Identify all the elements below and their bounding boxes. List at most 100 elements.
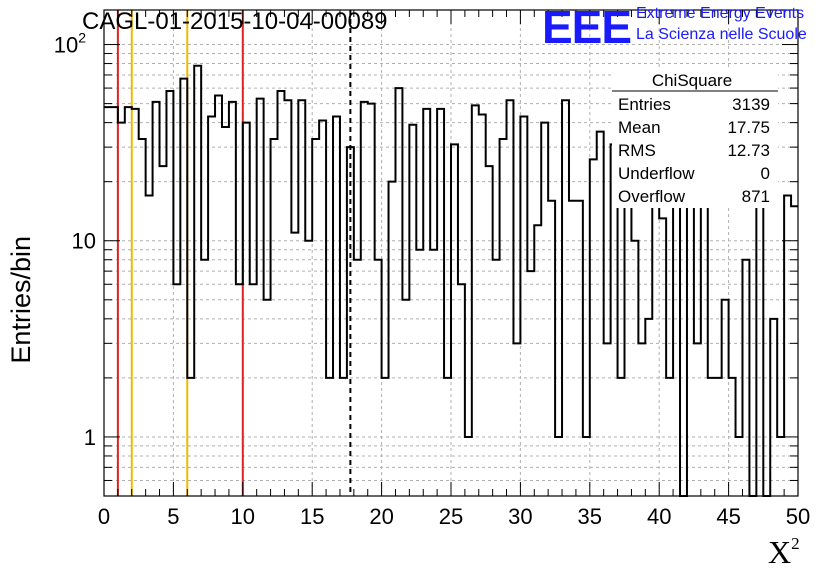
histogram-bin <box>319 121 326 496</box>
x-tick-label: 5 <box>167 504 179 529</box>
stats-row-label: RMS <box>618 141 656 160</box>
histogram-bin <box>507 100 514 496</box>
histogram-bin <box>694 343 701 496</box>
histogram-bin <box>187 378 194 496</box>
y-tick-label-base: 10 <box>54 33 78 58</box>
histogram-bin <box>402 300 409 496</box>
logo-line-2: La Scienza nelle Scuole <box>636 26 807 43</box>
histogram-bin <box>180 79 187 496</box>
x-tick-label: 30 <box>508 504 532 529</box>
histogram-bin <box>645 319 652 496</box>
histogram-bin <box>770 319 777 496</box>
histogram-bin <box>715 378 722 496</box>
histogram-bin <box>597 132 604 496</box>
histogram-bin <box>139 139 146 496</box>
histogram-bin <box>569 201 576 496</box>
histogram-bin <box>708 378 715 496</box>
x-tick-label: 35 <box>578 504 602 529</box>
stats-row-label: Entries <box>618 95 671 114</box>
histogram-bin <box>104 107 111 496</box>
histogram-bin <box>437 109 444 496</box>
y-tick-label: 10 <box>72 229 96 254</box>
histogram-bin <box>229 102 236 496</box>
histogram-bin <box>340 378 347 496</box>
histogram-bin <box>271 139 278 496</box>
stats-row-label: Underflow <box>618 164 695 183</box>
histogram-bin <box>638 343 645 496</box>
histogram-bin <box>284 100 291 496</box>
histogram-bin <box>548 201 555 496</box>
histogram-bin <box>520 116 527 496</box>
histogram-bin <box>729 378 736 496</box>
histogram-bin <box>278 91 285 496</box>
histogram-bin <box>458 284 465 496</box>
histogram-series <box>104 64 798 497</box>
x-tick-label: 0 <box>98 504 110 529</box>
histogram-bin <box>722 300 729 496</box>
histogram-bin <box>701 159 708 496</box>
stats-row-value: 12.73 <box>727 141 770 160</box>
histogram-bin <box>562 100 569 496</box>
histogram-bin <box>409 125 416 496</box>
histogram-bin <box>576 201 583 496</box>
histogram-bin <box>631 241 638 496</box>
y-tick-label-exponent: 2 <box>78 30 86 46</box>
stats-row-label: Overflow <box>618 187 686 206</box>
histogram-bin <box>395 88 402 496</box>
histogram-bin <box>333 116 340 496</box>
histogram-bin <box>298 100 305 496</box>
histogram-bin <box>312 139 319 496</box>
y-axis-label: Entries/bin <box>6 236 36 364</box>
x-axis-label: X2 <box>768 534 800 571</box>
histogram-bin <box>305 241 312 496</box>
histogram-bin <box>389 182 396 496</box>
histogram-bin <box>153 102 160 496</box>
histogram-bin <box>368 104 375 496</box>
histogram-bin <box>375 260 382 496</box>
x-tick-label: 15 <box>300 504 324 529</box>
x-tick-label: 50 <box>786 504 810 529</box>
histogram-bin <box>444 378 451 496</box>
histogram-bin <box>173 284 180 496</box>
histogram-bin <box>257 99 264 496</box>
x-tick-label: 10 <box>231 504 255 529</box>
stats-title: ChiSquare <box>652 71 732 90</box>
stats-row-value: 0 <box>761 164 770 183</box>
histogram-bin <box>541 123 548 496</box>
histogram-bin <box>777 437 784 496</box>
histogram-bin <box>465 437 472 496</box>
histogram-bin <box>659 218 666 496</box>
histogram-bin <box>222 127 229 496</box>
histogram-bin <box>125 107 132 496</box>
histogram-bin <box>291 233 298 496</box>
x-tick-label: 25 <box>439 504 463 529</box>
histogram-bin <box>361 102 368 496</box>
stats-row-label: Mean <box>618 118 661 137</box>
histogram-bin <box>513 343 520 496</box>
histogram-bin <box>236 284 243 496</box>
histogram-bin <box>590 159 597 496</box>
histogram-bin <box>618 378 625 496</box>
histogram-bin <box>666 378 673 496</box>
histogram-bin <box>652 178 659 496</box>
histogram-bin <box>423 109 430 496</box>
histogram-bin <box>160 166 167 496</box>
histogram-bin <box>264 300 271 496</box>
histogram-bin <box>527 271 534 496</box>
x-tick-label: 20 <box>369 504 393 529</box>
histogram-bin <box>326 378 333 496</box>
histogram-bin <box>208 116 215 496</box>
histogram-bin <box>347 147 354 496</box>
stats-row-value: 3139 <box>732 95 770 114</box>
histogram-bin <box>583 437 590 496</box>
x-tick-label: 45 <box>716 504 740 529</box>
histogram-bin <box>479 115 486 496</box>
histogram-bin <box>382 378 389 496</box>
histogram-bin <box>736 437 743 496</box>
stats-row-value: 871 <box>742 187 770 206</box>
histogram-bin <box>534 225 541 496</box>
y-tick-label: 102 <box>54 30 86 58</box>
chart-title: CAGL-01-2015-10-04-00089 <box>82 8 388 35</box>
histogram-bin <box>243 123 250 496</box>
